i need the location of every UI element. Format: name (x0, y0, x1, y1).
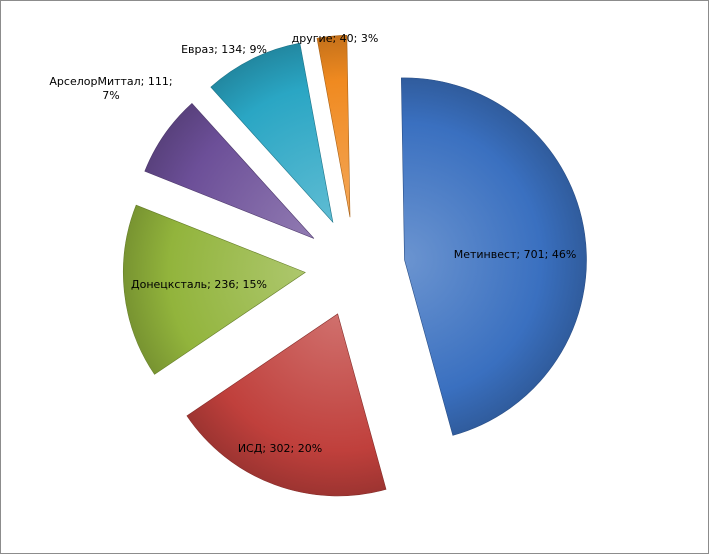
data-label-line: Евраз; 134; 9% (181, 43, 267, 56)
pie-slice-2 (186, 313, 387, 497)
data-label-line: ИСД; 302; 20% (238, 442, 322, 455)
pie-slice-4 (144, 103, 315, 239)
data-label-5: Евраз; 134; 9% (181, 43, 267, 56)
data-label-4: АрселорМиттал; 111; 7% (49, 75, 172, 102)
pie-slices (123, 34, 587, 497)
data-label-line: АрселорМиттал; 111; (49, 75, 172, 88)
pie-slice-1 (401, 77, 587, 436)
data-label-3: Донецксталь; 236; 15% (131, 278, 267, 291)
data-label-1: Метинвест; 701; 46% (454, 248, 577, 261)
pie-slice-6 (316, 34, 351, 218)
data-label-2: ИСД; 302; 20% (238, 442, 322, 455)
data-label-6: другие; 40; 3% (292, 32, 379, 45)
data-label-line: другие; 40; 3% (292, 32, 379, 45)
pie-slice-5 (210, 42, 334, 224)
pie-slice-3 (123, 204, 306, 375)
data-label-line: Донецксталь; 236; 15% (131, 278, 267, 291)
data-label-line: 7% (102, 89, 119, 102)
data-label-line: Метинвест; 701; 46% (454, 248, 577, 261)
data-labels: Метинвест; 701; 46% ИСД; 302; 20% Донецкст… (49, 32, 576, 455)
